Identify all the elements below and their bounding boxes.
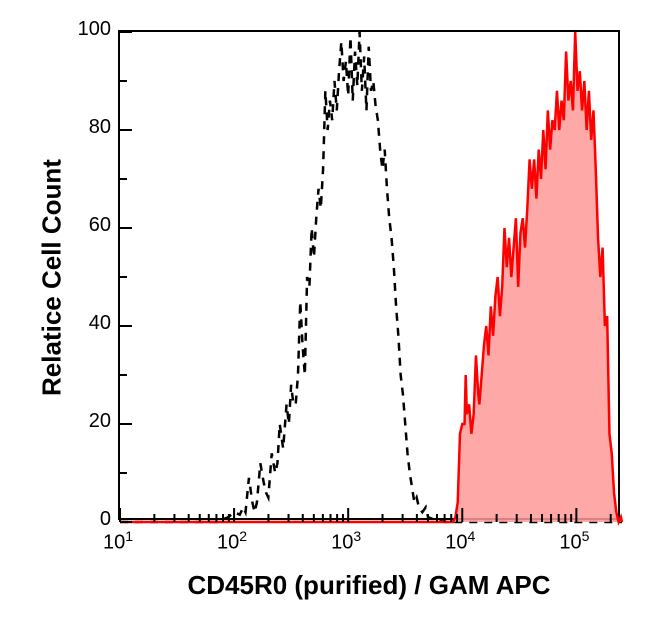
y-tick-label: 80 (63, 116, 111, 139)
x-tick-label: 101 (93, 528, 143, 555)
series-fill-stained (120, 32, 622, 522)
y-tick-label: 60 (63, 214, 111, 237)
x-tick-label: 105 (549, 528, 599, 555)
x-tick-label: 103 (321, 528, 371, 555)
y-tick-label: 20 (63, 410, 111, 433)
y-tick-label: 100 (63, 18, 111, 41)
plot-area (118, 30, 620, 520)
y-tick-label: 40 (63, 312, 111, 335)
plot-svg (120, 32, 622, 522)
histogram-chart: Relatice Cell Count CD45R0 (purified) / … (0, 0, 653, 641)
x-axis-label: CD45R0 (purified) / GAM APC (118, 570, 620, 601)
y-axis-label: Relatice Cell Count (37, 148, 68, 408)
x-tick-label: 104 (435, 528, 485, 555)
x-tick-label: 102 (207, 528, 257, 555)
